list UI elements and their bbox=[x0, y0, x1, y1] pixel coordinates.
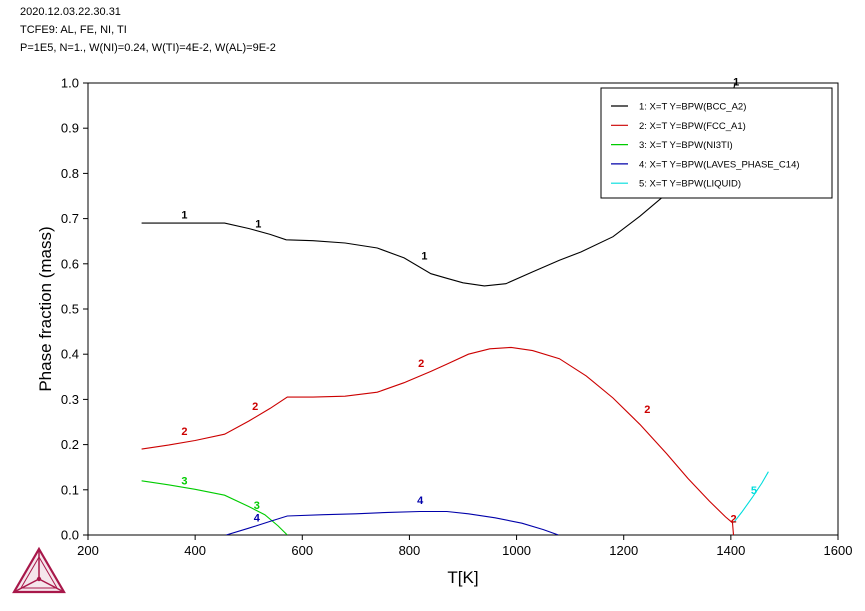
legend-entry-1: 1: X=T Y=BPW(BCC_A2) bbox=[639, 102, 746, 113]
thermo-calc-logo-icon bbox=[12, 546, 66, 594]
timestamp-text: 2020.12.03.22.30.31 bbox=[20, 6, 121, 18]
series-line-5 bbox=[733, 471, 769, 524]
curve-label-2: 2 bbox=[181, 426, 187, 438]
series-line-3 bbox=[141, 480, 288, 535]
x-tick-label: 1200 bbox=[609, 543, 638, 558]
curve-label-3: 3 bbox=[181, 475, 187, 487]
y-axis-title: Phase fraction (mass) bbox=[36, 226, 55, 391]
y-tick-label: 0.4 bbox=[61, 347, 79, 362]
y-tick-label: 0.8 bbox=[61, 166, 79, 181]
curve-label-1: 1 bbox=[733, 76, 739, 88]
x-tick-label: 600 bbox=[291, 543, 313, 558]
legend-box bbox=[600, 87, 833, 199]
curve-label-5: 5 bbox=[751, 485, 757, 497]
curve-label-2: 2 bbox=[252, 401, 258, 413]
conditions-text: P=1E5, N=1., W(NI)=0.24, W(TI)=4E-2, W(A… bbox=[20, 42, 276, 54]
y-tick-label: 0.3 bbox=[61, 392, 79, 407]
x-tick-label: 1000 bbox=[502, 543, 531, 558]
curve-label-4: 4 bbox=[254, 512, 261, 524]
y-tick-label: 0.9 bbox=[61, 121, 79, 136]
x-tick-label: 1600 bbox=[824, 543, 853, 558]
calculation-header: 2020.12.03.22.30.31 TCFE9: AL, FE, NI, T… bbox=[20, 3, 276, 57]
curve-label-2: 2 bbox=[418, 358, 424, 370]
x-tick-label: 200 bbox=[77, 543, 99, 558]
curve-label-1: 1 bbox=[181, 210, 187, 222]
legend-entry-3: 3: X=T Y=BPW(NI3TI) bbox=[639, 140, 733, 151]
legend-entry-2: 2: X=T Y=BPW(FCC_A1) bbox=[639, 121, 746, 132]
curve-label-4: 4 bbox=[417, 495, 424, 507]
curve-label-1: 1 bbox=[255, 219, 261, 231]
y-tick-label: 0.2 bbox=[61, 437, 79, 452]
legend: 1: X=T Y=BPW(BCC_A2) 2: X=T Y=BPW(FCC_A1)… bbox=[600, 87, 833, 199]
database-elements-text: TCFE9: AL, FE, NI, TI bbox=[20, 24, 127, 36]
curve-label-3: 3 bbox=[254, 500, 260, 512]
curve-label-1: 1 bbox=[421, 250, 427, 262]
series-line-4 bbox=[226, 510, 559, 535]
legend-entry-5: 5: X=T Y=BPW(LIQUID) bbox=[639, 179, 741, 190]
x-axis-title: T[K] bbox=[447, 568, 478, 587]
series-line-2 bbox=[141, 346, 735, 535]
x-tick-label: 1400 bbox=[716, 543, 745, 558]
x-tick-label: 400 bbox=[184, 543, 206, 558]
y-tick-label: 0.6 bbox=[61, 256, 79, 271]
y-tick-label: 0.1 bbox=[61, 482, 79, 497]
x-tick-label: 800 bbox=[399, 543, 421, 558]
y-tick-label: 1.0 bbox=[61, 76, 79, 91]
y-tick-label: 0.5 bbox=[61, 302, 79, 317]
y-tick-label: 0.0 bbox=[61, 528, 79, 543]
y-tick-label: 0.7 bbox=[61, 211, 79, 226]
curve-label-2: 2 bbox=[730, 513, 736, 525]
curve-label-2: 2 bbox=[644, 404, 650, 416]
legend-entry-4: 4: X=T Y=BPW(LAVES_PHASE_C14) bbox=[639, 159, 800, 170]
